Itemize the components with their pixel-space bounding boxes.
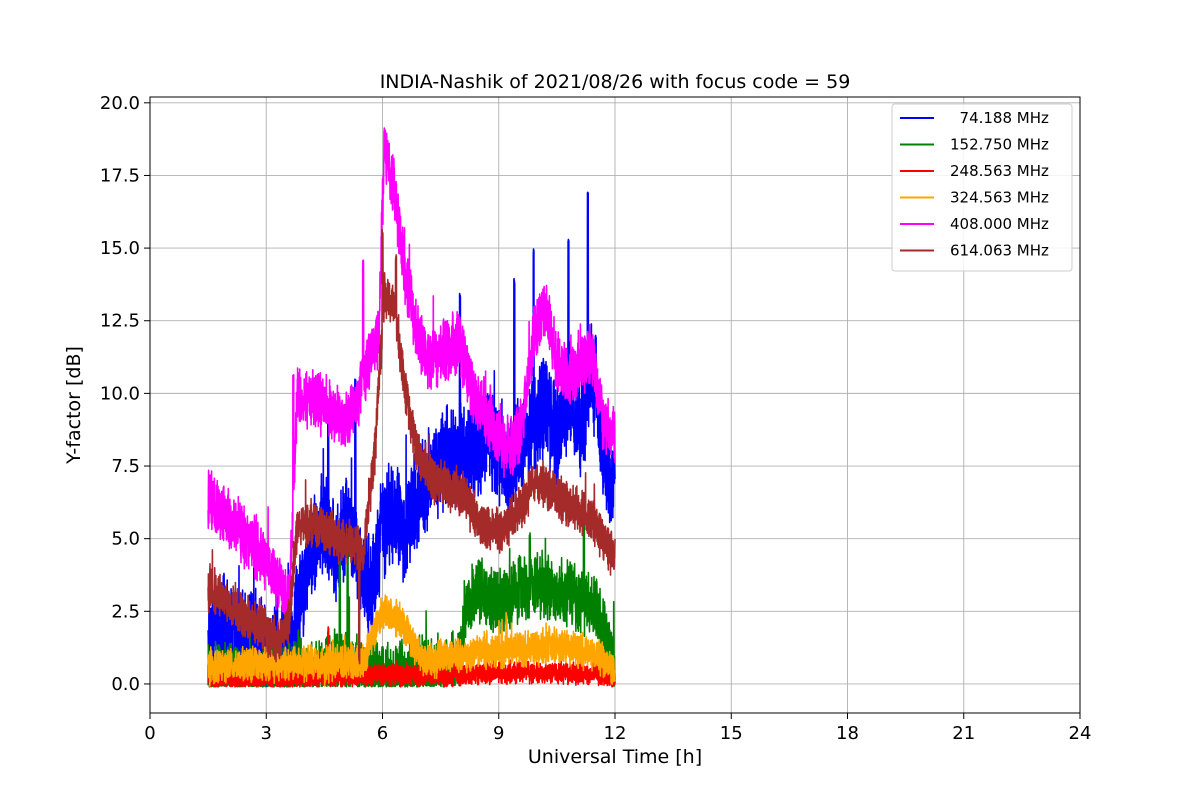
legend-label: 324.563 MHz xyxy=(950,189,1049,207)
series-line xyxy=(207,626,616,688)
legend-label: 614.063 MHz xyxy=(950,242,1049,260)
y-axis-title: Y-factor [dB] xyxy=(63,346,85,465)
y-tick-label: 20.0 xyxy=(100,93,140,114)
x-tick-label: 3 xyxy=(261,723,272,744)
chart-title: INDIA-Nashik of 2021/08/26 with focus co… xyxy=(380,71,851,93)
y-tick-label: 5.0 xyxy=(111,529,140,550)
x-tick-label: 21 xyxy=(952,723,975,744)
x-axis-title: Universal Time [h] xyxy=(528,746,702,768)
y-tick-label: 2.5 xyxy=(111,601,140,622)
series-line xyxy=(207,191,616,688)
x-tick-label: 12 xyxy=(604,723,627,744)
series-line xyxy=(207,127,616,620)
y-tick-label: 10.0 xyxy=(100,383,140,404)
y-tick-label: 12.5 xyxy=(100,311,140,332)
legend-label: 152.750 MHz xyxy=(950,136,1049,154)
legend: 74.188 MHz 152.750 MHz 248.563 MHz 324.563 … xyxy=(891,103,1073,272)
y-tick-label: 7.5 xyxy=(111,456,140,477)
y-tick-label: 15.0 xyxy=(100,238,140,259)
series-line xyxy=(207,228,616,665)
series-layer xyxy=(207,127,616,688)
axis-ticks: 0 3 6 9 12 15 18 21 24 0.0 2.5 5.0 7.5 10.0 12.5 15.0 17… xyxy=(100,93,1092,744)
x-tick-label: 0 xyxy=(144,723,155,744)
x-tick-label: 24 xyxy=(1069,723,1092,744)
x-tick-label: 6 xyxy=(377,723,388,744)
legend-box xyxy=(891,103,1073,272)
legend-label: 74.188 MHz xyxy=(950,109,1049,127)
x-tick-label: 18 xyxy=(836,723,859,744)
y-tick-label: 0.0 xyxy=(111,674,140,695)
x-tick-label: 15 xyxy=(720,723,743,744)
legend-label: 408.000 MHz xyxy=(950,215,1049,233)
x-tick-label: 9 xyxy=(493,723,504,744)
legend-label: 248.563 MHz xyxy=(950,162,1049,180)
y-tick-label: 17.5 xyxy=(100,165,140,186)
